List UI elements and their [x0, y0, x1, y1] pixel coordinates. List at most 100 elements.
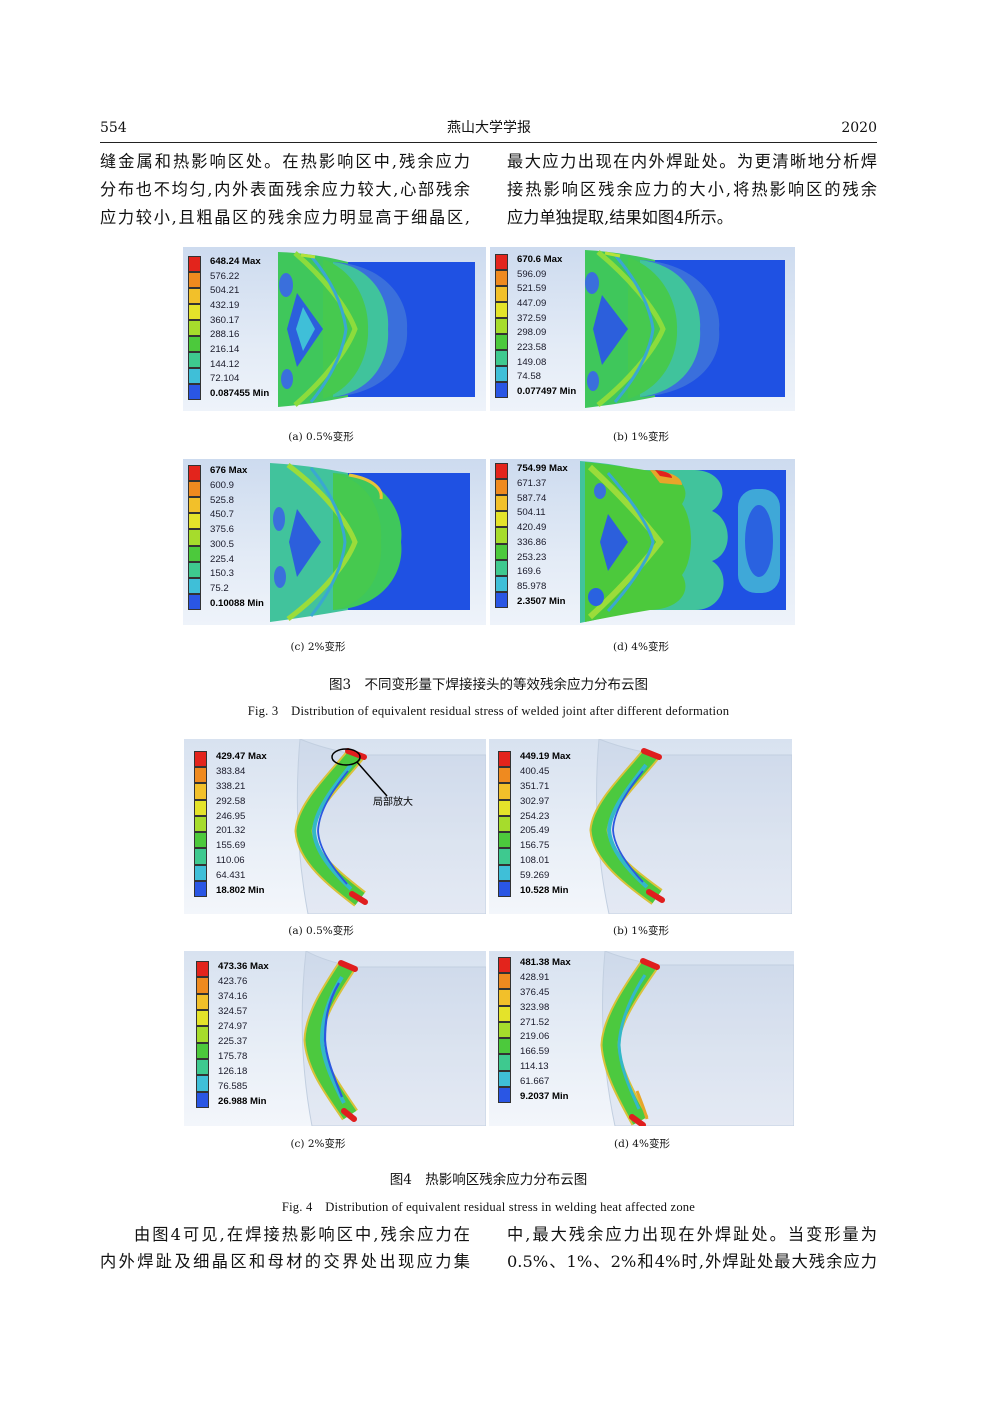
legend-color-swatch	[194, 864, 207, 881]
legend-color-swatch	[188, 304, 201, 320]
legend-label: 302.97	[520, 795, 550, 807]
figure3-panel-a: 648.24 Max 576.22 504.21 432.19 360.17 288.16…	[183, 247, 486, 411]
legend-color-swatch	[498, 957, 511, 974]
legend-color-swatch	[498, 848, 511, 865]
body-text-line: 最大应力出现在内外焊趾处。为更清晰地分析焊	[507, 152, 877, 171]
journal-title: 燕山大学学报	[447, 120, 531, 136]
legend-color-swatch	[188, 577, 201, 594]
legend-max-label: 754.99 Max	[517, 463, 568, 474]
legend-label: 450.7	[210, 509, 235, 521]
legend-color-swatch	[495, 511, 508, 528]
subfigure-caption: (b) 1%变形	[613, 925, 669, 937]
legend-label: 336.86	[517, 536, 547, 548]
body-text-line: 分布也不均匀,内外表面残余应力较大,心部残余	[100, 180, 470, 199]
legend-color-swatch	[495, 254, 508, 270]
contour-plot-image	[270, 462, 470, 622]
legend-label: 376.45	[520, 986, 550, 998]
legend-color-swatch	[498, 1086, 511, 1103]
legend-color-swatch	[495, 302, 508, 318]
legend-color-swatch	[498, 1038, 511, 1055]
subfigure-caption: (d) 4%变形	[613, 641, 669, 653]
legend-label: 150.3	[210, 568, 235, 580]
legend-label: 525.8	[210, 494, 235, 506]
figure4-panel-d: 481.38 Max 428.91 376.45 323.98 271.52 219.06…	[489, 951, 794, 1126]
legend-color-swatch	[196, 1042, 209, 1059]
legend-label: 225.4	[210, 553, 235, 565]
legend-color-swatch	[196, 1010, 209, 1027]
body-text-line: 缝金属和热影响区处。在热影响区中,残余应力	[100, 152, 470, 171]
legend-label: 225.37	[218, 1036, 248, 1047]
legend-color-swatch	[196, 977, 209, 994]
legend-label: 432.19	[210, 300, 240, 311]
legend-label: 72.104	[210, 373, 240, 385]
legend-color-swatch	[188, 256, 201, 272]
legend-color-swatch	[188, 336, 201, 352]
legend-label: 428.91	[520, 971, 550, 983]
legend-color-swatch	[498, 799, 511, 816]
legend-color-swatch	[188, 384, 201, 400]
legend-max-label: 473.36 Max	[218, 961, 269, 972]
legend-label: 201.32	[216, 825, 246, 837]
legend-color-swatch	[188, 545, 201, 562]
legend-color-swatch	[498, 1070, 511, 1087]
subfigure-caption: (c) 2%变形	[290, 641, 346, 653]
legend-color-swatch	[188, 320, 201, 336]
legend-color-swatch	[498, 989, 511, 1006]
legend-color-swatch	[495, 527, 508, 544]
legend-color-swatch	[495, 495, 508, 512]
legend-color-swatch	[196, 1091, 209, 1108]
legend-label: 374.16	[218, 991, 248, 1002]
legend-color-swatch	[188, 481, 201, 498]
legend-label: 166.59	[520, 1046, 550, 1058]
legend-max-label: 670.6 Max	[517, 254, 563, 265]
figure4-panel-c: 473.36 Max 423.76 374.16 324.57 274.97 225.37…	[184, 951, 486, 1126]
legend-color-swatch	[194, 848, 207, 865]
body-text-line: 应力单独提取,结果如图4所示。	[507, 208, 733, 227]
figure3-panel-b: 670.6 Max 596.09 521.59 447.09 372.59 298.09 2…	[490, 247, 795, 411]
body-text-line: 中,最大残余应力出现在外焊趾处。当变形量为	[507, 1225, 877, 1244]
figure3-caption-cn: 图3 不同变形量下焊接接头的等效残余应力分布云图	[328, 677, 649, 693]
figure4-caption-en: Fig. 4 Distribution of equivalent residu…	[281, 1200, 696, 1214]
legend-color-swatch	[194, 815, 207, 833]
legend-color-swatch	[495, 543, 508, 560]
legend-color-swatch	[196, 961, 209, 978]
legend-label: 223.58	[517, 342, 547, 353]
body-text-line: 由图4可见,在焊接热影响区中,残余应力在	[134, 1225, 470, 1244]
legend-label: 219.06	[520, 1031, 550, 1043]
legend-max-label: 429.47 Max	[216, 751, 267, 762]
legend-label: 271.52	[520, 1016, 550, 1028]
legend-color-swatch	[495, 559, 508, 576]
legend-label: 274.97	[218, 1021, 248, 1032]
page-number: 554	[100, 120, 127, 136]
subfigure-caption: (d) 4%变形	[614, 1138, 670, 1150]
subfigure-caption: (c) 2%变形	[290, 1138, 346, 1150]
figure3-panel-d: 754.99 Max 671.37 587.74 504.11 420.49 336.86…	[490, 459, 795, 625]
legend-label: 383.84	[216, 765, 246, 777]
legend-color-swatch	[196, 1075, 209, 1092]
legend-label: 600.9	[210, 479, 235, 491]
legend-color-swatch	[194, 832, 207, 849]
legend-color-swatch	[188, 352, 201, 368]
annotation-label: 局部放大	[373, 797, 413, 808]
contour-plot-image	[278, 251, 475, 407]
annotation-leader-line	[356, 761, 388, 797]
header-rule	[100, 142, 877, 143]
legend-color-swatch	[495, 463, 508, 480]
legend-color-swatch	[498, 815, 511, 833]
legend-color-swatch	[495, 286, 508, 302]
legend-label: 253.23	[517, 551, 547, 563]
legend-color-swatch	[498, 1005, 511, 1022]
legend-color-swatch	[194, 783, 207, 800]
legend-label: 108.01	[520, 855, 550, 867]
legend-color-swatch	[194, 751, 207, 768]
legend-label: 375.6	[210, 524, 235, 536]
legend-max-label: 449.19 Max	[520, 751, 571, 762]
figure3-panel-c: 676 Max 600.9 525.8 450.7 375.6 300.5 225.4 150…	[183, 459, 486, 625]
legend-min-label: 0.077497 Min	[517, 386, 577, 397]
legend-min-label: 18.802 Min	[216, 885, 265, 896]
body-text-line: 接热影响区残余应力的大小,将热影响区的残余	[507, 180, 877, 199]
legend-label: 155.69	[216, 840, 246, 852]
body-text-line: 0.5%、1%、2%和4%时,外焊趾处最大残余应力	[507, 1252, 877, 1271]
publication-year: 2020	[841, 120, 877, 136]
legend-color-swatch	[498, 880, 511, 897]
